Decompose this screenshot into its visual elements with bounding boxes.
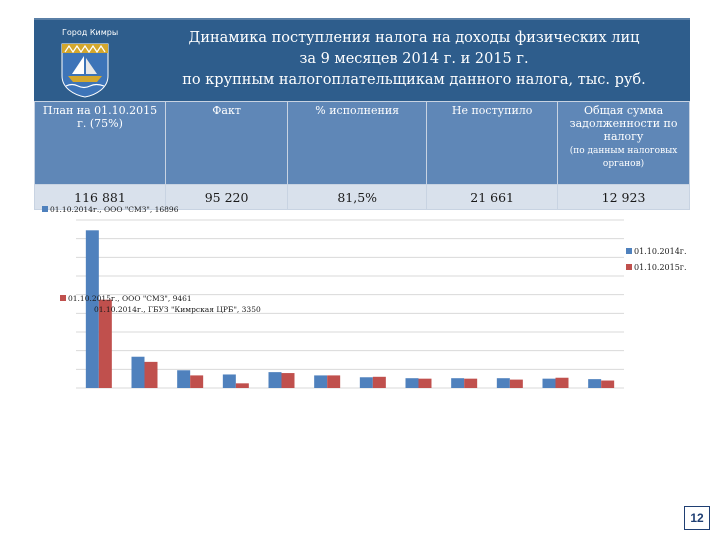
header-debt-label: Общая сумма задолженности по налогу bbox=[569, 104, 678, 143]
slide-title: Динамика поступления налога на доходы фи… bbox=[154, 28, 674, 91]
data-label-2015-smz: 01.10.2015г., ООО "СМЗ", 9461 bbox=[68, 294, 192, 303]
header-fact: Факт bbox=[164, 101, 289, 185]
table-value-row: 116 881 95 220 81,5% 21 661 12 923 bbox=[34, 184, 690, 210]
title-line-1: Динамика поступления налога на доходы фи… bbox=[188, 30, 640, 46]
chart-bar bbox=[131, 356, 145, 388]
chart-bar bbox=[177, 370, 191, 388]
chart-bar bbox=[372, 376, 386, 388]
chart-bar bbox=[144, 361, 158, 388]
header-debt-note: (по данным налоговых органов) bbox=[569, 146, 678, 169]
chart-bar bbox=[451, 378, 465, 388]
chart-bar bbox=[509, 379, 523, 388]
chart-bar bbox=[496, 378, 510, 388]
header-debt: Общая сумма задолженности по налогу (по … bbox=[557, 101, 690, 185]
summary-table: План на 01.10.2015 г. (75%) Факт % испол… bbox=[34, 101, 690, 210]
chart-bar bbox=[85, 230, 99, 388]
value-fact: 95 220 bbox=[164, 184, 289, 210]
chart-bar bbox=[359, 377, 373, 388]
header-banner: Город Кимры Динамика поступления налога … bbox=[34, 18, 690, 102]
legend-label: 01.10.2014г. bbox=[634, 247, 687, 256]
legend-swatch bbox=[626, 248, 632, 254]
data-label-marker bbox=[60, 295, 66, 301]
data-label-2014-crb: 01.10.2014г., ГБУЗ "Кимрская ЦРБ", 3350 bbox=[94, 305, 261, 314]
legend-swatch bbox=[626, 264, 632, 270]
chart-bar bbox=[235, 383, 249, 388]
chart-bar bbox=[327, 375, 341, 388]
legend-label: 01.10.2015г. bbox=[634, 263, 687, 272]
city-emblem-icon bbox=[61, 43, 109, 98]
value-plan: 116 881 bbox=[34, 184, 166, 210]
table-header-row: План на 01.10.2015 г. (75%) Факт % испол… bbox=[34, 101, 690, 185]
header-not-received: Не поступило bbox=[426, 101, 559, 185]
chart-bar bbox=[418, 378, 432, 388]
data-label-marker bbox=[42, 206, 48, 212]
title-line-2: за 9 месяцев 2014 г. и 2015 г. bbox=[299, 51, 529, 67]
data-label-2014-smz: 01.10.2014г., ООО "СМЗ", 16896 bbox=[50, 205, 179, 214]
chart-bar bbox=[314, 375, 328, 388]
bar-chart: 01.10.2014г., ООО "СМЗ", 16896 01.10.2015… bbox=[42, 205, 687, 389]
header-percent: % исполнения bbox=[287, 101, 428, 185]
chart-bar bbox=[405, 378, 419, 388]
title-line-3: по крупным налогоплательщикам данного на… bbox=[182, 72, 646, 88]
chart-bar bbox=[268, 372, 282, 388]
chart-bar bbox=[98, 299, 112, 388]
chart-bar bbox=[281, 373, 295, 388]
chart-bar bbox=[190, 375, 204, 388]
chart-bar bbox=[555, 377, 569, 388]
chart-bar bbox=[222, 374, 236, 388]
city-label: Город Кимры bbox=[62, 28, 119, 37]
chart-bar bbox=[588, 379, 602, 388]
chart-area: 01.10.2014г., ООО "СМЗ", 16896 01.10.2015… bbox=[34, 204, 690, 394]
value-debt: 12 923 bbox=[557, 184, 690, 210]
header-plan: План на 01.10.2015 г. (75%) bbox=[34, 101, 166, 185]
chart-bar bbox=[464, 378, 478, 388]
value-percent: 81,5% bbox=[287, 184, 428, 210]
page-number: 12 bbox=[684, 506, 710, 530]
slide: Город Кимры Динамика поступления налога … bbox=[34, 18, 690, 518]
chart-bar bbox=[542, 378, 556, 388]
chart-bar bbox=[601, 380, 615, 388]
value-not-received: 21 661 bbox=[426, 184, 559, 210]
